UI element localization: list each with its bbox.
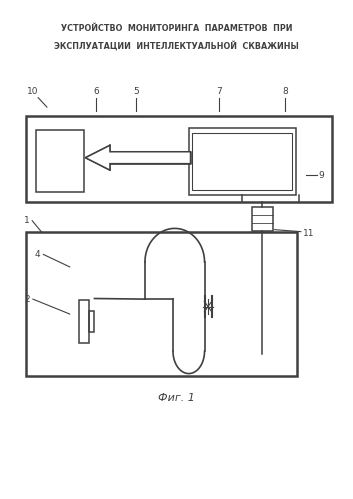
Text: Фиг. 1: Фиг. 1 bbox=[158, 393, 195, 403]
Text: 4: 4 bbox=[35, 250, 41, 259]
Bar bbox=[26, 116, 332, 203]
Bar bbox=[79, 300, 89, 342]
Text: 11: 11 bbox=[303, 229, 314, 238]
Bar bbox=[189, 128, 295, 195]
Bar bbox=[192, 133, 292, 190]
Text: 8: 8 bbox=[282, 87, 288, 96]
Text: 9: 9 bbox=[318, 171, 324, 180]
Text: 5: 5 bbox=[133, 87, 139, 96]
Bar bbox=[36, 130, 84, 193]
Text: 6: 6 bbox=[93, 87, 99, 96]
Bar bbox=[26, 232, 297, 376]
Polygon shape bbox=[85, 145, 191, 170]
Text: 7: 7 bbox=[216, 87, 222, 96]
Text: 1: 1 bbox=[24, 216, 30, 225]
Bar bbox=[252, 207, 273, 231]
Text: 10: 10 bbox=[27, 87, 39, 96]
Bar bbox=[89, 311, 95, 332]
Text: 2: 2 bbox=[24, 294, 30, 303]
Text: ЭКСПЛУАТАЦИИ  ИНТЕЛЛЕКТУАЛЬНОЙ  СКВАЖИНЫ: ЭКСПЛУАТАЦИИ ИНТЕЛЛЕКТУАЛЬНОЙ СКВАЖИНЫ bbox=[54, 41, 299, 51]
Text: УСТРОЙСТВО  МОНИТОРИНГА  ПАРАМЕТРОВ  ПРИ: УСТРОЙСТВО МОНИТОРИНГА ПАРАМЕТРОВ ПРИ bbox=[61, 24, 292, 33]
